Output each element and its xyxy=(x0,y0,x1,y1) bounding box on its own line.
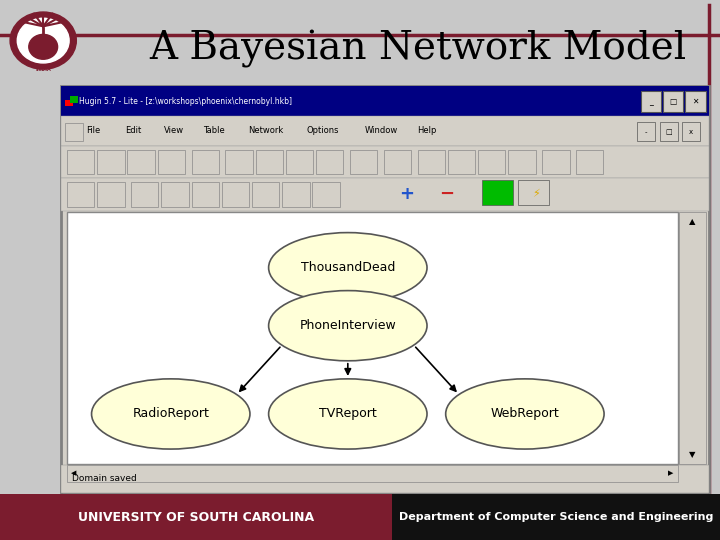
Bar xyxy=(127,150,155,174)
Bar xyxy=(508,150,536,174)
Text: Domain saved: Domain saved xyxy=(72,475,137,483)
Ellipse shape xyxy=(269,291,427,361)
Text: Options: Options xyxy=(307,126,339,136)
Bar xyxy=(679,212,706,464)
Bar xyxy=(660,122,678,141)
Text: A Bayesian Network Model: A Bayesian Network Model xyxy=(149,30,686,68)
Ellipse shape xyxy=(446,379,604,449)
Ellipse shape xyxy=(269,379,427,449)
Text: RadioReport: RadioReport xyxy=(132,408,210,421)
Text: File: File xyxy=(86,126,101,136)
Bar xyxy=(222,182,249,207)
Text: Table: Table xyxy=(203,126,225,136)
Bar xyxy=(70,96,78,103)
Circle shape xyxy=(10,12,76,69)
Bar xyxy=(61,116,709,146)
Text: PhoneInterview: PhoneInterview xyxy=(300,319,396,332)
Text: Hugin 5.7 - Lite - [z:\workshops\phoenix\chernobyl.hkb]: Hugin 5.7 - Lite - [z:\workshops\phoenix… xyxy=(79,97,292,106)
Text: WebReport: WebReport xyxy=(490,408,559,421)
Bar xyxy=(282,182,310,207)
Bar xyxy=(67,212,678,464)
Text: _: _ xyxy=(649,97,653,106)
Text: Window: Window xyxy=(365,126,398,136)
Bar xyxy=(97,182,125,207)
Bar xyxy=(518,180,549,205)
Circle shape xyxy=(29,35,58,59)
Text: View: View xyxy=(164,126,184,136)
Text: Edit: Edit xyxy=(125,126,142,136)
Text: UNIVERSITY OF SOUTH CAROLINA: UNIVERSITY OF SOUTH CAROLINA xyxy=(78,510,314,524)
Bar xyxy=(192,182,219,207)
Bar xyxy=(576,150,603,174)
Text: INDIA: INDIA xyxy=(35,66,51,72)
Bar xyxy=(131,182,158,207)
Text: +: + xyxy=(400,185,414,204)
Bar xyxy=(67,150,94,174)
Text: ▲: ▲ xyxy=(689,218,696,226)
Bar xyxy=(663,91,683,112)
Bar xyxy=(225,150,253,174)
Text: □: □ xyxy=(670,97,677,106)
Bar xyxy=(97,150,125,174)
Bar xyxy=(286,150,313,174)
Ellipse shape xyxy=(91,379,250,449)
Bar xyxy=(158,150,185,174)
Text: ⚡: ⚡ xyxy=(532,190,539,199)
Text: ✕: ✕ xyxy=(693,97,698,106)
Text: Department of Computer Science and Engineering: Department of Computer Science and Engin… xyxy=(399,512,714,522)
Text: □: □ xyxy=(665,129,672,135)
Bar xyxy=(192,150,219,174)
Text: Network: Network xyxy=(248,126,284,136)
Bar xyxy=(61,146,709,178)
Bar xyxy=(161,182,189,207)
Text: −: − xyxy=(438,185,454,204)
Bar xyxy=(542,150,570,174)
Bar xyxy=(61,86,709,494)
Text: ▶: ▶ xyxy=(667,470,673,477)
Bar xyxy=(418,150,445,174)
Text: TVReport: TVReport xyxy=(319,408,377,421)
Text: ▼: ▼ xyxy=(689,450,696,459)
Bar xyxy=(61,86,709,116)
Bar xyxy=(478,150,505,174)
Bar xyxy=(641,91,661,112)
Bar xyxy=(392,494,720,540)
Ellipse shape xyxy=(269,233,427,303)
Bar xyxy=(0,494,392,540)
Bar xyxy=(384,150,411,174)
Bar xyxy=(61,178,709,211)
Text: ◀: ◀ xyxy=(71,470,77,477)
Bar xyxy=(67,465,678,482)
Bar xyxy=(67,182,94,207)
Text: x: x xyxy=(689,129,693,135)
Circle shape xyxy=(17,18,69,63)
Text: Help: Help xyxy=(417,126,436,136)
Bar xyxy=(637,122,655,141)
Bar xyxy=(682,122,700,141)
Bar xyxy=(252,182,279,207)
Bar xyxy=(65,123,83,141)
Bar xyxy=(482,180,513,205)
Bar xyxy=(312,182,340,207)
Bar xyxy=(448,150,475,174)
Bar xyxy=(65,100,73,106)
Bar xyxy=(316,150,343,174)
Bar xyxy=(61,465,709,493)
Bar xyxy=(256,150,283,174)
Text: -: - xyxy=(645,129,647,135)
Bar xyxy=(350,150,377,174)
Bar xyxy=(685,91,706,112)
Text: ThousandDead: ThousandDead xyxy=(301,261,395,274)
